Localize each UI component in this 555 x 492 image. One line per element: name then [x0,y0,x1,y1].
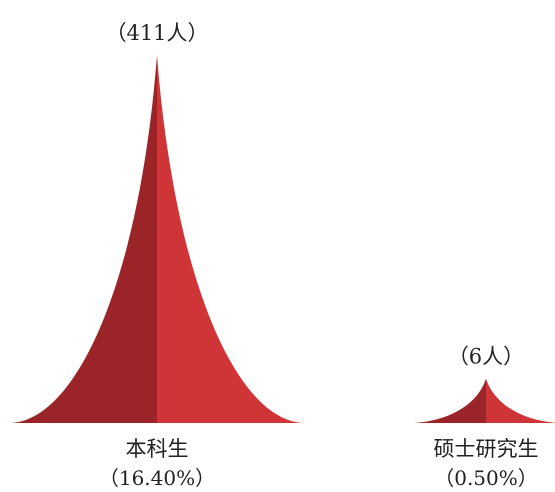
value-label: （6人） [448,345,524,369]
percent-label: （0.50%） [434,466,538,490]
spike-right-face [486,378,555,423]
spike-left-face [414,378,486,423]
percent-label: （16.40%） [99,466,215,490]
category-label: 硕士研究生 [434,437,539,461]
spike-right-face [157,55,304,423]
chart-labels: （411人） 本科生 （16.40%） （6人） 硕士研究生 （0.50%） [99,21,539,490]
spike-mark [414,378,555,423]
chart-marks [10,55,555,423]
value-label: （411人） [105,21,208,45]
spike-left-face [10,55,157,423]
category-label: 本科生 [126,437,189,461]
spike-mark [10,55,304,423]
